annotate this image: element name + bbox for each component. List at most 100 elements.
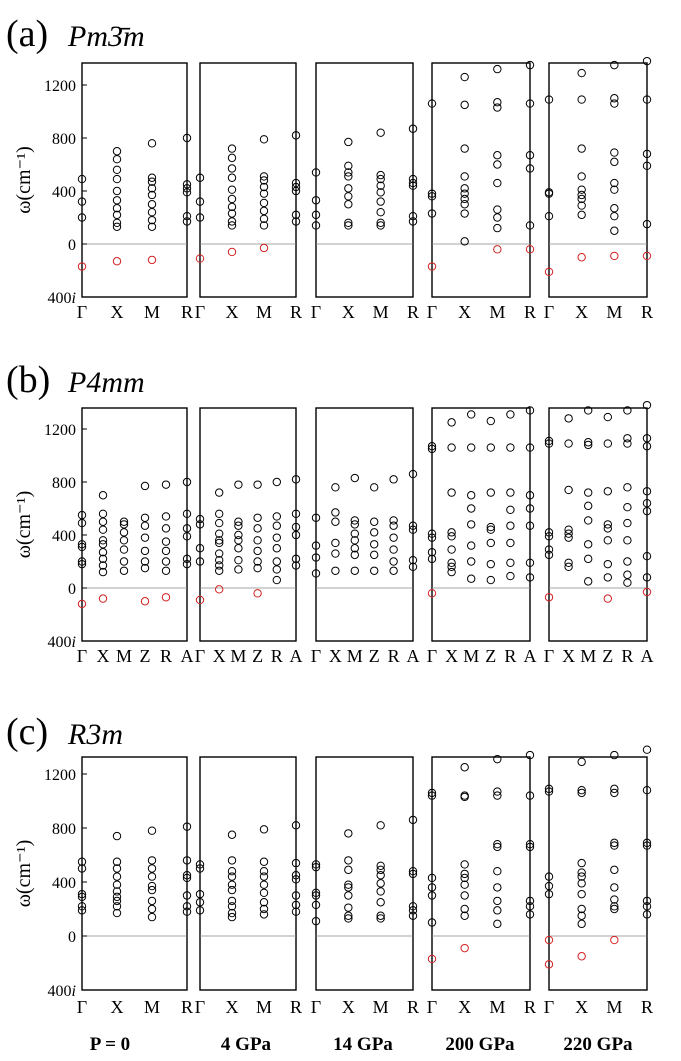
phonon-mode-point [119,528,129,537]
phonon-mode-point [182,871,192,880]
k-point-label: X [342,302,355,322]
phonon-mode-point [147,881,157,891]
phonon-mode-point [215,518,224,528]
phonon-mode-point [460,100,469,110]
k-point-label: Γ [311,997,321,1017]
phonon-mode-point [119,545,129,554]
phonon-mode-point [344,911,353,920]
y-axis-label: ω(cm⁻¹) [13,491,35,558]
k-point-label: R [524,302,536,322]
phonon-mode-point [427,791,437,800]
phonon-mode-point [506,488,515,497]
phonon-mode-point [376,128,385,137]
phonon-mode-point [112,908,122,918]
phonon-mode-point [98,517,108,526]
phonon-mode-point [182,822,192,831]
y-axis-label: ω(cm⁻¹) [13,146,35,213]
phonon-mode-point [376,911,385,920]
phonon-mode-point [344,883,353,892]
phonon-mode-point [584,406,593,415]
phonon-mode-point [331,566,340,575]
phonon-mode-point [610,178,619,188]
k-point-label: X [226,997,239,1017]
phonon-mode-point [227,185,237,194]
phonon-mode-point [460,209,469,218]
phonon-mode-point [642,161,652,171]
phonon-mode-point [350,536,359,545]
phonon-mode-point [291,178,301,188]
k-point-label: M [580,646,596,666]
phonon-mode-point [376,208,385,217]
phonon-mode-point [77,889,87,899]
phonon-mode-point [161,546,171,556]
panel-spacegroup: Pm3̄m [67,20,145,53]
phonon-mode-point [272,557,281,566]
phonon-mode-point [98,561,108,570]
phonon-mode-point [642,841,652,850]
phonon-mode-point [642,95,652,104]
phonon-mode-point [311,916,321,926]
panel-frame [548,756,648,991]
phonon-mode-point [408,181,418,190]
phonon-mode-point [427,192,437,201]
y-tick-label: 800 [52,821,76,838]
phonon-mode-point [227,173,237,182]
phonon-mode-point [642,786,652,795]
phonon-mode-point [493,178,502,188]
panel-frame [315,62,414,298]
phonon-mode-point [447,418,456,427]
phonon-mode-point [623,557,632,566]
phonon-mode-point [577,68,586,78]
phonon-mode-point [603,439,612,448]
phonon-mode-point [408,869,418,879]
phonon-mode-point [610,784,619,794]
phonon-mode-point [215,555,224,565]
phonon-mode-point [493,223,502,233]
phonon-mode-point [195,213,205,222]
phonon-mode-point [182,856,192,865]
phonon-mode-point [112,831,122,841]
phonon-mode-point [603,487,612,496]
phonon-mode-point [344,200,353,209]
k-point-label: M [489,997,505,1017]
phonon-mode-point [427,548,437,557]
phonon-mode-point [506,505,515,515]
phonon-mode-point [564,562,573,571]
phonon-mode-point [119,566,129,575]
phonon-mode-point [544,784,554,794]
phonon-mode-point [147,856,157,865]
phonon-mode-point [610,99,619,108]
phonon-mode-point [344,172,353,181]
imaginary-mode-point [493,245,502,254]
phonon-mode-point [182,217,192,226]
phonon-mode-point [460,873,469,883]
phonon-mode-point [389,533,398,542]
k-point-label: A [407,646,420,666]
phonon-mode-point [344,137,353,147]
phonon-mode-point [112,155,122,164]
phonon-mode-point [506,571,515,581]
phonon-mode-point [525,558,535,568]
phonon-mode-point [259,880,269,889]
panel-frame [548,407,648,642]
phonon-mode-point [460,189,469,198]
panel-tag: (a) [6,13,48,55]
phonon-mode-point [427,891,437,900]
k-point-label: M [144,302,160,322]
phonon-mode-point [182,188,192,197]
phonon-mode-point [215,566,224,575]
k-point-label: Z [140,646,151,666]
phonon-mode-point [642,487,652,496]
phonon-mode-point [376,821,385,830]
phonon-mode-point [564,439,573,448]
k-point-label: Γ [195,997,205,1017]
phonon-mode-point [603,559,612,569]
phonon-mode-point [584,438,593,447]
phonon-mode-point [227,202,237,212]
phonon-mode-point [525,902,535,911]
y-tick-label: 400 [52,875,76,892]
phonon-mode-point [147,184,157,193]
phonon-mode-point [182,211,192,221]
